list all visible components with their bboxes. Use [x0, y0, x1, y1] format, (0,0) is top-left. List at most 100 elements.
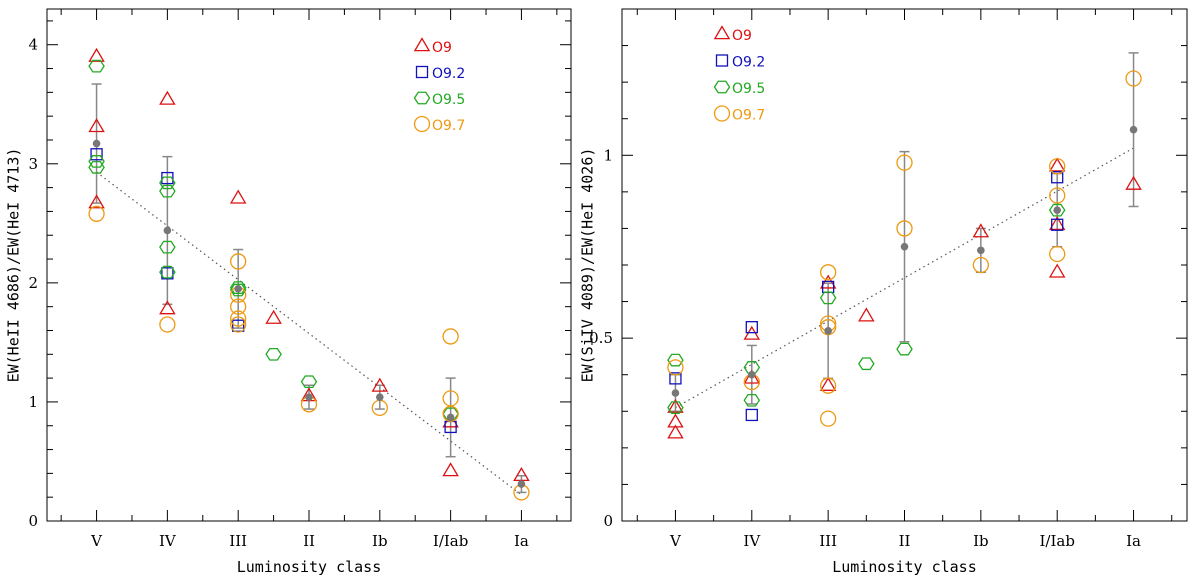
- data-point-o9-7: [896, 154, 913, 171]
- data-point-o9-5: [265, 347, 282, 361]
- x-tick-label: III: [229, 532, 247, 550]
- data-point-o9-5: [667, 401, 684, 414]
- x-axis-title: Luminosity class: [237, 558, 382, 576]
- legend-marker: [413, 37, 431, 52]
- y-tick-label: 0: [603, 512, 613, 530]
- mean-point: [517, 480, 526, 488]
- data-point-o9: [88, 47, 105, 62]
- x-tick-label: Ia: [514, 532, 529, 550]
- x-tick-label: Ib: [973, 532, 989, 550]
- data-point-o9-2: [745, 321, 758, 334]
- y-tick-label: 1: [603, 146, 613, 164]
- data-point-o9: [88, 194, 105, 209]
- data-point-o9: [88, 118, 105, 133]
- legend-marker: [713, 80, 731, 94]
- data-point-o9-2: [90, 148, 103, 161]
- legend-marker: [715, 54, 729, 67]
- data-point-o9: [1048, 215, 1066, 231]
- x-tick-label: IV: [159, 532, 177, 550]
- mean-point: [671, 389, 680, 397]
- legend-label: O9.7: [732, 108, 765, 124]
- data-point-o9: [743, 369, 761, 384]
- data-point-o9-2: [161, 267, 174, 280]
- x-tick-label: II: [303, 532, 315, 550]
- data-point-o9-2: [161, 171, 174, 185]
- y-tick-label: 1: [28, 393, 38, 411]
- data-point-o9-2: [232, 319, 245, 332]
- legend-label: O9.2: [432, 66, 465, 82]
- mean-point: [234, 285, 242, 293]
- data-point-o9-7: [159, 316, 176, 333]
- legend-marker: [713, 105, 731, 122]
- data-point-o9-5: [667, 353, 684, 367]
- data-point-o9: [667, 424, 684, 439]
- data-point-o9-7: [442, 405, 459, 422]
- data-point-o9-7: [1049, 245, 1066, 263]
- data-point-o9-5: [858, 357, 875, 371]
- legend-marker: [413, 115, 431, 133]
- data-point-o9-5: [229, 281, 247, 294]
- data-point-o9-5: [159, 176, 176, 190]
- data-point-o9-5: [1048, 203, 1066, 217]
- data-point-o9-7: [819, 410, 837, 427]
- data-point-o9-7: [230, 298, 247, 315]
- x-tick-label: I/Iab: [433, 532, 468, 550]
- y-tick-label: 0: [28, 512, 38, 530]
- y-tick-label: 2: [28, 274, 38, 292]
- x-tick-label: Ib: [372, 532, 388, 550]
- x-tick-label: IV: [743, 532, 761, 550]
- data-point-o9-5: [88, 160, 105, 174]
- data-point-o9: [159, 90, 176, 105]
- data-point-o9-5: [819, 291, 837, 305]
- data-point-o9-7: [896, 220, 913, 237]
- data-point-o9: [229, 189, 247, 204]
- mean-point: [92, 139, 101, 148]
- legend-label: O9.5: [732, 81, 765, 97]
- data-point-o9: [1048, 157, 1066, 172]
- data-point-o9-2: [1051, 171, 1064, 184]
- data-point-o9: [972, 223, 990, 238]
- mean-point: [446, 413, 455, 422]
- data-point-o9-5: [300, 375, 318, 389]
- mean-point: [163, 226, 172, 235]
- data-point-o9-7: [667, 359, 684, 376]
- mean-point: [1129, 125, 1138, 134]
- data-point-o9-7: [1125, 70, 1142, 87]
- legend-label: O9.2: [732, 55, 765, 71]
- data-point-o9-7: [1049, 158, 1066, 175]
- mean-point: [1053, 206, 1062, 214]
- data-point-o9-2: [745, 408, 758, 422]
- data-point-o9-7: [819, 377, 837, 394]
- x-axis-title: Luminosity class: [832, 558, 977, 576]
- data-point-o9-7: [972, 256, 990, 274]
- data-point-o9-2: [1051, 218, 1064, 231]
- y-axis-title: EW(HeII 4686)/EW(HeI 4713): [5, 148, 23, 383]
- plot-frame: [46, 8, 572, 522]
- data-point-o9-7: [442, 328, 459, 345]
- data-point-o9-5: [88, 155, 105, 168]
- data-point-o9: [858, 307, 875, 322]
- mean-point: [824, 327, 832, 335]
- data-point-o9-7: [88, 205, 105, 222]
- legend-marker: [413, 91, 431, 105]
- data-point-o9-5: [743, 393, 761, 407]
- y-tick-label: 0.5: [589, 329, 613, 347]
- data-point-o9: [159, 300, 176, 315]
- mean-point: [747, 370, 756, 379]
- data-point-o9: [667, 398, 684, 413]
- x-tick-label: V: [90, 532, 103, 550]
- mean-point: [977, 246, 985, 255]
- data-point-o9-5: [88, 59, 105, 73]
- x-tick-label: Ia: [1126, 532, 1141, 550]
- y-axis-title: EW(SiIV 4089)/EW(HeI 4026): [579, 148, 597, 383]
- data-point-o9-7: [230, 310, 247, 327]
- data-point-o9: [1125, 175, 1142, 190]
- data-point-o9: [371, 377, 389, 392]
- legend-label: O9: [732, 28, 752, 44]
- x-tick-label: III: [819, 532, 837, 550]
- legend-marker: [713, 25, 731, 40]
- legend-label: O9: [432, 40, 452, 56]
